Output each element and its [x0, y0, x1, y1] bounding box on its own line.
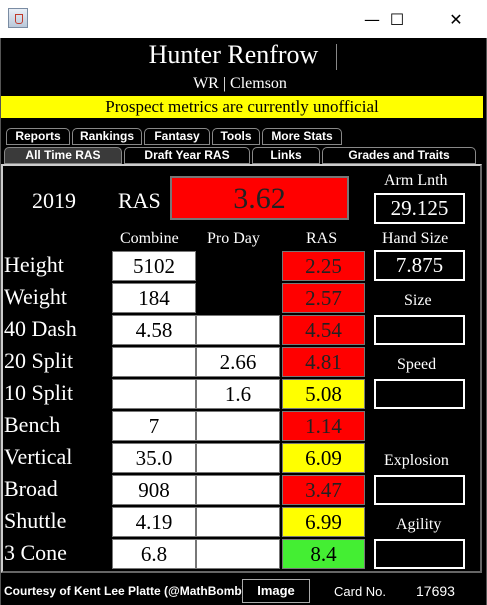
column-ras: RAS: [306, 230, 338, 247]
text-cursor: [336, 44, 337, 70]
combine-value: 5102: [112, 251, 196, 281]
draft-year: 2019: [32, 188, 76, 213]
ras-metric-score: 4.54: [282, 315, 365, 345]
metric-label: Vertical: [4, 444, 73, 469]
tab-draft-year-ras[interactable]: Draft Year RAS: [124, 147, 250, 164]
tab-all-time-ras[interactable]: All Time RAS: [4, 147, 122, 164]
ras-metric-score: 6.09: [282, 443, 365, 473]
metric-label: 10 Split: [4, 380, 74, 405]
image-button[interactable]: Image: [242, 579, 310, 603]
explosion-label: Explosion: [384, 452, 449, 469]
minimize-button[interactable]: —: [364, 9, 380, 29]
hand-size-value: 7.875: [374, 250, 465, 281]
metric-label: Weight: [4, 284, 67, 309]
agility-grade-box: [374, 539, 465, 569]
tab-rankings[interactable]: Rankings: [72, 128, 142, 145]
ras-score: 3.62: [170, 176, 349, 220]
ras-metric-score: 6.99: [282, 507, 365, 537]
hand-size-label: Hand Size: [382, 230, 449, 247]
java-app-icon: [8, 8, 28, 28]
ras-metric-score: 1.14: [282, 411, 365, 441]
ras-metric-score: 2.25: [282, 251, 365, 281]
size-label: Size: [404, 292, 432, 309]
pro-day-value: [196, 475, 280, 505]
combine-value: 4.58: [112, 315, 196, 345]
ras-card-panel: [1, 164, 482, 573]
ras-metric-score: 2.57: [282, 283, 365, 313]
pro-day-value: 2.66: [196, 347, 280, 377]
maximize-button[interactable]: ☐: [389, 9, 405, 29]
pro-day-value: [196, 507, 280, 537]
tab-grades-and-traits[interactable]: Grades and Traits: [322, 147, 476, 164]
combine-value: 7: [112, 411, 196, 441]
agility-label: Agility: [396, 516, 442, 533]
tab-more-stats[interactable]: More Stats: [262, 128, 342, 145]
arm-length-value: 29.125: [374, 193, 465, 224]
pro-day-value: 1.6: [196, 379, 280, 409]
size-grade-box: [374, 315, 465, 345]
pro-day-value: [196, 443, 280, 473]
ras-metric-score: 3.47: [282, 475, 365, 505]
tab-reports[interactable]: Reports: [6, 128, 70, 145]
card-number-label: Card No.: [334, 584, 387, 599]
window-border-left: [0, 38, 1, 605]
combine-value: 908: [112, 475, 196, 505]
close-button[interactable]: ✕: [449, 9, 463, 29]
pro-day-value: [196, 315, 280, 345]
speed-grade-box: [374, 379, 465, 409]
pro-day-value: [196, 283, 280, 313]
explosion-grade-box: [374, 475, 465, 505]
combine-value: 4.19: [112, 507, 196, 537]
title-bar: — ☐ ✕: [0, 0, 487, 38]
speed-label: Speed: [397, 356, 437, 373]
player-name: Hunter Renfrow: [148, 40, 319, 69]
metric-label: Shuttle: [4, 508, 67, 533]
combine-value: [112, 379, 196, 409]
ras-metric-score: 4.81: [282, 347, 365, 377]
column-pro-day: Pro Day: [207, 230, 260, 247]
combine-value: [112, 347, 196, 377]
ras-metric-score: 5.08: [282, 379, 365, 409]
pro-day-value: [196, 411, 280, 441]
combine-value: 184: [112, 283, 196, 313]
metric-label: Height: [4, 252, 64, 277]
credit-text: Courtesy of Kent Lee Platte (@MathBomb): [4, 584, 246, 598]
card-number: 17693: [416, 583, 455, 599]
combine-value: 6.8: [112, 539, 196, 569]
tab-fantasy[interactable]: Fantasy: [144, 128, 210, 145]
metric-label: Bench: [4, 412, 61, 437]
pro-day-value: [196, 539, 280, 569]
ras-label: RAS: [118, 188, 161, 213]
tab-tools[interactable]: Tools: [212, 128, 260, 145]
combine-value: 35.0: [112, 443, 196, 473]
unofficial-banner: Prospect metrics are currently unofficia…: [1, 96, 483, 118]
metric-label: 3 Cone: [4, 540, 67, 565]
position-school: WR | Clemson: [193, 75, 287, 92]
metric-label: Broad: [4, 476, 58, 501]
metric-label: 20 Split: [4, 348, 74, 373]
column-combine: Combine: [120, 230, 179, 247]
metric-label: 40 Dash: [4, 316, 77, 341]
ras-metric-score: 8.4: [282, 539, 365, 569]
pro-day-value: [196, 251, 280, 281]
arm-length-label: Arm Lnth: [384, 172, 448, 189]
tab-links[interactable]: Links: [252, 147, 320, 164]
